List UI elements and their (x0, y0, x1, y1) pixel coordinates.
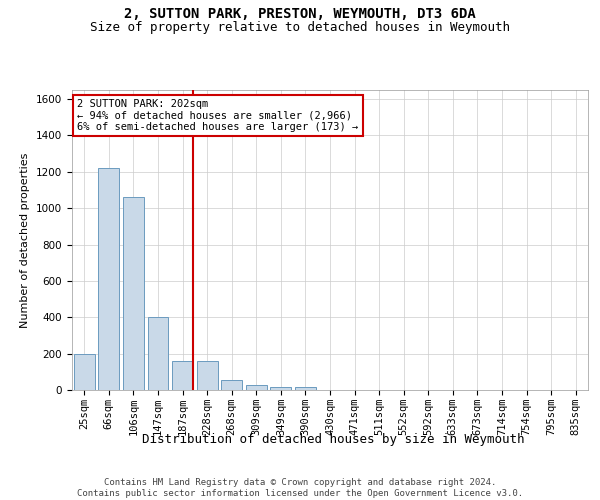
Text: Contains HM Land Registry data © Crown copyright and database right 2024.
Contai: Contains HM Land Registry data © Crown c… (77, 478, 523, 498)
Text: 2, SUTTON PARK, PRESTON, WEYMOUTH, DT3 6DA: 2, SUTTON PARK, PRESTON, WEYMOUTH, DT3 6… (124, 8, 476, 22)
Bar (197, 361, 218, 390)
Text: 2 SUTTON PARK: 202sqm
← 94% of detached houses are smaller (2,966)
6% of semi-de: 2 SUTTON PARK: 202sqm ← 94% of detached … (77, 99, 358, 132)
Bar (148, 318, 169, 390)
Bar (74, 354, 95, 390)
Text: Distribution of detached houses by size in Weymouth: Distribution of detached houses by size … (142, 432, 524, 446)
Bar (123, 198, 144, 390)
Bar (172, 361, 193, 390)
Bar (98, 168, 119, 390)
Bar (221, 380, 242, 390)
Bar (271, 388, 292, 390)
Bar (246, 386, 267, 390)
Y-axis label: Number of detached properties: Number of detached properties (20, 152, 31, 328)
Text: Size of property relative to detached houses in Weymouth: Size of property relative to detached ho… (90, 21, 510, 34)
Bar (295, 388, 316, 390)
